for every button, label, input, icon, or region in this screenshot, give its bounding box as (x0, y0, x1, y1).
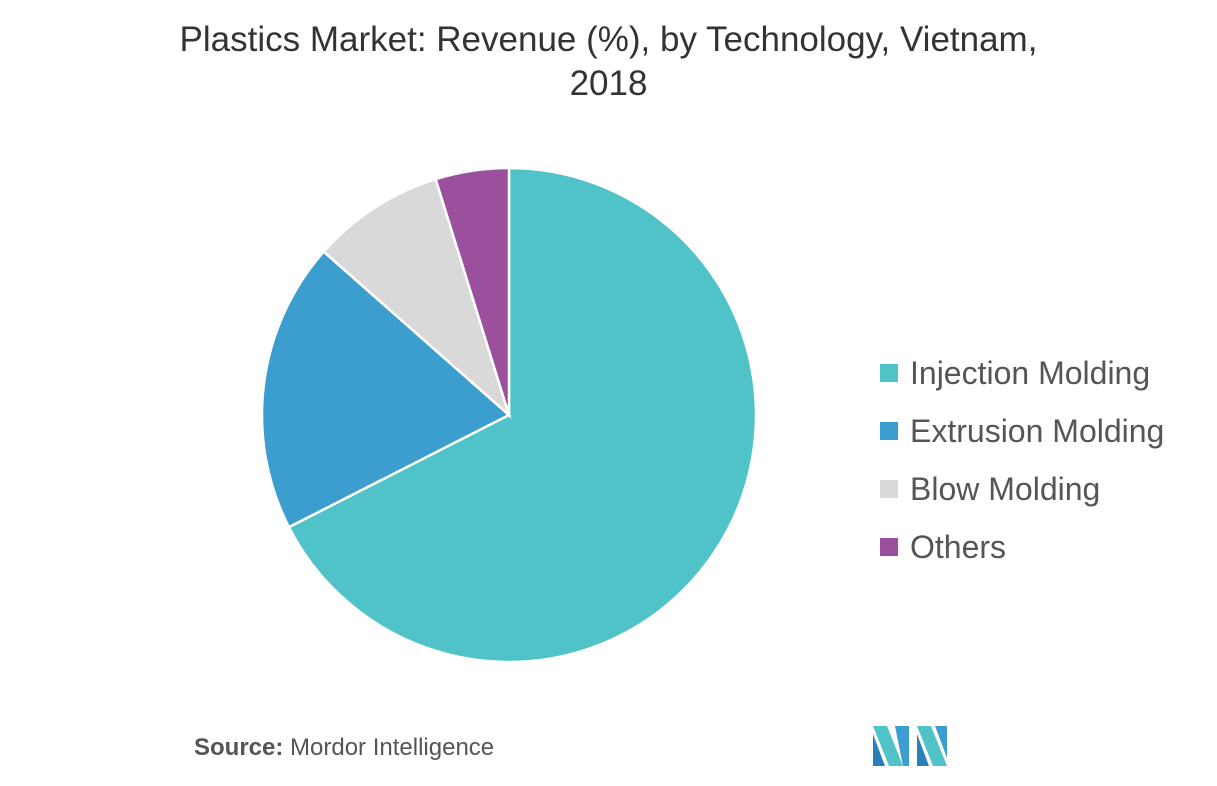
legend-item-others: Others (880, 518, 1164, 576)
legend-label: Blow Molding (910, 470, 1101, 507)
legend-label: Extrusion Molding (910, 412, 1165, 449)
mordor-intelligence-logo (873, 726, 947, 766)
legend-label: Injection Molding (910, 354, 1151, 391)
source-text: Mordor Intelligence (290, 734, 495, 761)
legend-item-extrusion-molding: Extrusion Molding (880, 402, 1164, 460)
pie-slice-injection-molding (287, 166, 758, 664)
pie-slice-extrusion-molding (260, 249, 512, 529)
pie-slice-blow-molding (321, 177, 512, 419)
source-note: Source: Mordor Intelligence (194, 734, 494, 762)
chart-title-line-2: 2018 (569, 64, 648, 103)
legend-swatch (880, 538, 898, 556)
legend-swatch (880, 422, 898, 440)
legend-item-injection-molding: Injection Molding (880, 344, 1164, 402)
legend-swatch (880, 364, 898, 382)
legend-swatch (880, 480, 898, 498)
source-label: Source: (194, 734, 284, 761)
legend-item-blow-molding: Blow Molding (880, 460, 1164, 518)
pie-slice-others (434, 166, 511, 416)
chart-title: Plastics Market: Revenue (%), by Technol… (0, 18, 1217, 106)
legend-label: Others (910, 528, 1007, 565)
chart-title-line-1: Plastics Market: Revenue (%), by Technol… (179, 20, 1038, 59)
legend: Injection Molding Extrusion Molding Blow… (880, 344, 1164, 576)
